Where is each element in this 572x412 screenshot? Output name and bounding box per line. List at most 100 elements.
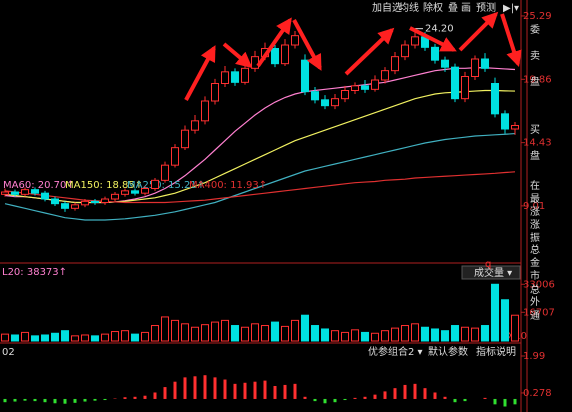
candle-body xyxy=(31,189,39,194)
volume-bar xyxy=(471,327,479,342)
candle-body xyxy=(131,190,139,194)
candle-body xyxy=(481,58,489,69)
volume-bar xyxy=(431,328,439,342)
indicator-button[interactable]: 默认参数 xyxy=(428,345,468,358)
toolbar-button[interactable]: 画 xyxy=(461,3,471,14)
indicator-selector[interactable]: 成交量 ▾ xyxy=(474,266,512,279)
candle-body xyxy=(91,200,99,203)
candle-body xyxy=(291,35,299,46)
volume-bar xyxy=(161,316,169,342)
volume-bar xyxy=(171,319,179,342)
volume-bar xyxy=(221,319,229,342)
candle-body xyxy=(411,36,419,46)
candle-body xyxy=(381,70,389,81)
volume-bar xyxy=(481,325,489,342)
candle-body xyxy=(11,191,19,195)
panel-title: 02 xyxy=(2,347,15,358)
y-tick-label: 33006 xyxy=(523,279,555,290)
candle-body xyxy=(101,198,109,203)
volume-bar xyxy=(291,319,299,342)
toolbar-icon[interactable]: ▶| xyxy=(503,3,514,14)
ma-line xyxy=(4,171,516,204)
volume-bar xyxy=(251,323,259,342)
candle-body xyxy=(331,98,339,107)
toolbar-button[interactable]: 叠 xyxy=(448,2,458,14)
candle-body xyxy=(501,113,509,130)
volume-bar xyxy=(281,325,289,342)
candle-body xyxy=(61,203,69,209)
y-tick-label: 9.01 xyxy=(523,201,545,212)
y-tick-label: 0.278 xyxy=(523,388,552,399)
volume-bar xyxy=(51,332,59,342)
candle-body xyxy=(271,48,279,65)
volume-bar xyxy=(81,334,89,342)
volume-bar xyxy=(451,325,459,342)
candle-body xyxy=(361,85,369,90)
candle-body xyxy=(241,67,249,83)
volume-bar xyxy=(131,333,139,342)
volume-bar xyxy=(191,326,199,342)
volume-bar xyxy=(181,323,189,342)
legend-entry: MA400: 11.93↑ xyxy=(189,180,267,191)
candle-body xyxy=(431,46,439,61)
volume-bar xyxy=(61,330,69,342)
annotation-arrows xyxy=(184,11,522,101)
toolbar-button[interactable]: 均线 xyxy=(399,1,419,14)
side-label: 卖 xyxy=(530,50,540,62)
ma-line xyxy=(4,132,516,221)
candle-body xyxy=(211,83,219,102)
candle-body xyxy=(1,191,9,195)
candle-body xyxy=(401,44,409,58)
side-label: 涨 xyxy=(530,219,540,231)
candle-body xyxy=(461,76,469,100)
selector-box xyxy=(461,265,521,280)
indicator-button[interactable]: 优参组合2 ▾ xyxy=(368,345,423,358)
legend-entry: MA250: 15.21↑ xyxy=(127,180,205,191)
y-tick-label: 19.86 xyxy=(523,74,552,85)
volume-bar xyxy=(211,321,219,342)
candle-body xyxy=(371,79,379,90)
candle-body xyxy=(221,71,229,85)
annotation: 24.20 xyxy=(425,24,454,35)
volume-bar xyxy=(371,332,379,342)
side-label: 振 xyxy=(530,231,540,244)
indicator-button[interactable]: 指标说明 xyxy=(476,345,516,358)
candle-body xyxy=(81,200,89,206)
side-label: 买 xyxy=(530,124,540,136)
toolbar-button[interactable]: 预测 xyxy=(476,1,496,14)
volume-bar xyxy=(351,329,359,342)
volume-bar xyxy=(121,330,129,342)
candle-body xyxy=(491,83,499,115)
volume-bar xyxy=(421,326,429,342)
toolbar-button[interactable]: 加自选 xyxy=(372,1,402,14)
y-tick-label: 14.43 xyxy=(523,138,552,149)
side-label: 金 xyxy=(530,256,540,269)
candle-body xyxy=(71,204,79,209)
volume-bar xyxy=(331,330,339,342)
volume-bar xyxy=(381,330,389,342)
toolbar-icon[interactable]: ▾ xyxy=(514,3,519,14)
volume-bar xyxy=(461,326,469,342)
volume-bar xyxy=(11,334,19,342)
candle-body xyxy=(441,59,449,68)
candle-body xyxy=(351,85,359,92)
volume-bar xyxy=(71,335,79,342)
volume-bar xyxy=(41,334,49,342)
candle-body xyxy=(321,99,329,107)
volume-bar xyxy=(241,326,249,342)
side-label: 在 xyxy=(530,180,540,192)
side-label: 盘 xyxy=(530,149,540,162)
side-label: 盘 xyxy=(530,75,540,88)
volume-bar xyxy=(361,331,369,342)
candle-body xyxy=(451,66,459,100)
volume-bar xyxy=(21,331,29,342)
y-tick-label: 16707 xyxy=(523,307,555,318)
volume-bar xyxy=(261,325,269,342)
volume-bar xyxy=(301,314,309,342)
toolbar-button[interactable]: 除权 xyxy=(423,1,443,14)
candle-body xyxy=(151,179,159,189)
candle-body xyxy=(251,56,259,69)
candle-body xyxy=(141,188,149,194)
candle-body xyxy=(511,125,519,130)
y-tick-label: 1.99 xyxy=(523,351,545,362)
